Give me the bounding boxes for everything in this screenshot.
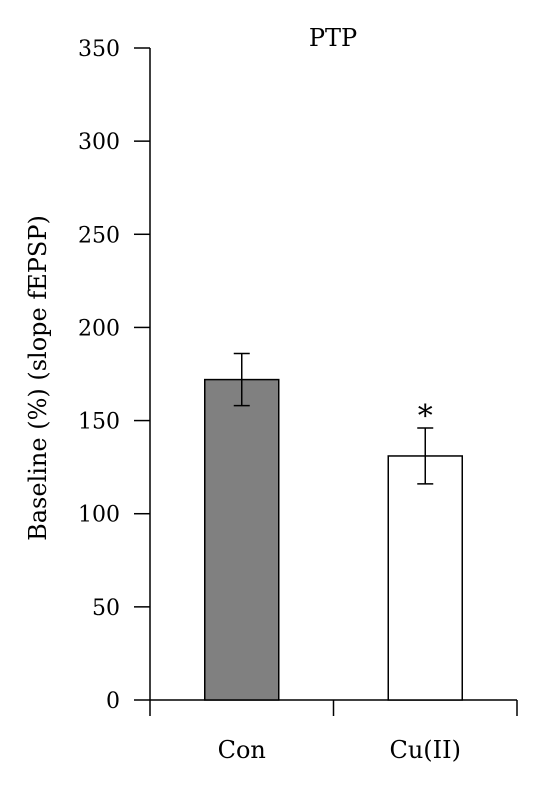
category-labels: Con Cu(II): [218, 736, 461, 764]
y-tick-label: 300: [78, 130, 120, 155]
y-tick-label: 250: [78, 223, 120, 248]
y-tick-label: 50: [92, 596, 120, 621]
y-axis-title: Baseline (%) (slope fEPSP): [24, 215, 52, 541]
y-tick-label: 0: [106, 689, 120, 714]
chart-title: PTP: [309, 24, 357, 52]
annotations: *: [418, 399, 433, 434]
y-ticks: 0 50 100 150 200 250 300 350: [78, 37, 150, 714]
bar-1: [387, 455, 463, 701]
significance-marker: *: [418, 399, 433, 434]
x-ticks: [149, 700, 518, 716]
bars: [204, 378, 463, 701]
bar-0: [204, 378, 280, 701]
error-bars: [233, 352, 434, 485]
y-tick-label: 100: [78, 503, 120, 528]
y-tick-label: 200: [78, 316, 120, 341]
y-tick-label: 150: [78, 410, 120, 435]
category-label: Cu(II): [389, 736, 461, 764]
category-label: Con: [218, 736, 266, 764]
y-tick-label: 350: [78, 37, 120, 62]
